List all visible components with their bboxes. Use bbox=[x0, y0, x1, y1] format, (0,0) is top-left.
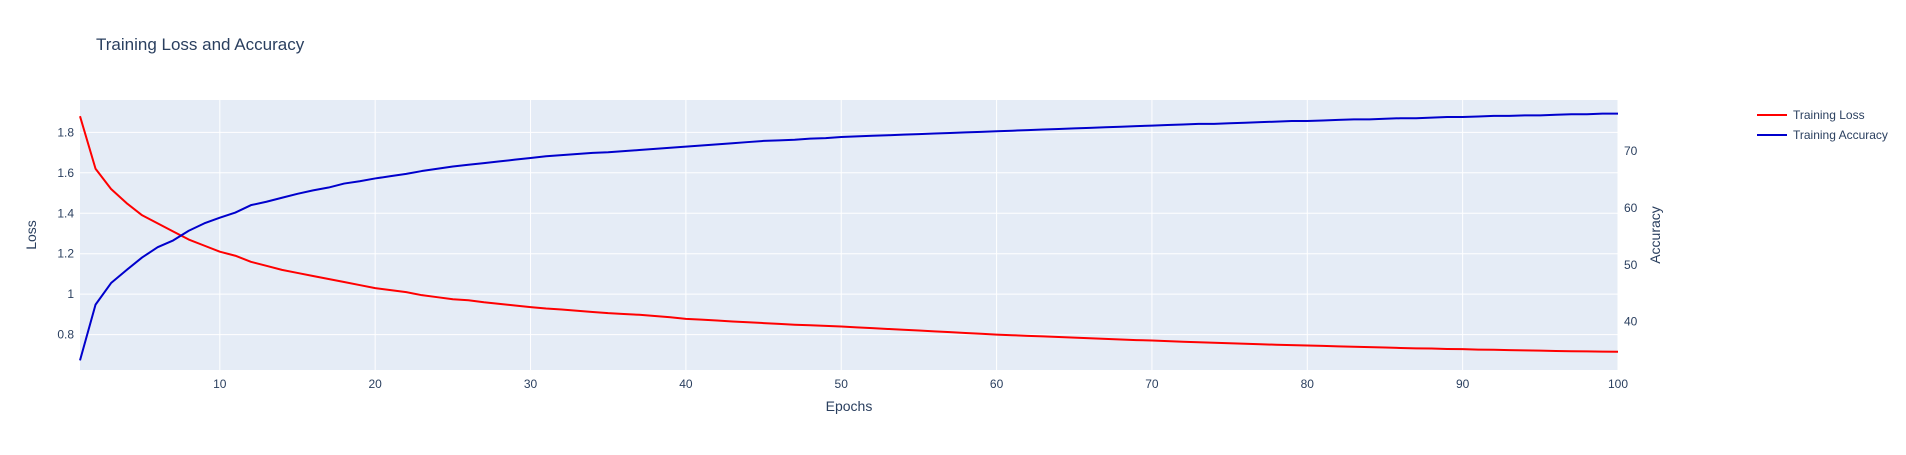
x-tick-labels: 10 20 30 40 50 60 70 80 90 100 bbox=[213, 377, 1628, 391]
series-line-training-accuracy bbox=[79, 112, 1618, 361]
y-tick-label: 1 bbox=[67, 287, 74, 301]
legend-label-training-accuracy: Training Accuracy bbox=[1793, 128, 1888, 142]
y2-axis-label: Accuracy bbox=[1647, 206, 1663, 264]
plot-background bbox=[80, 100, 1618, 370]
x-tick-label: 40 bbox=[679, 377, 693, 391]
y-tick-label: 1.8 bbox=[57, 125, 74, 139]
x-tick-label: 80 bbox=[1301, 377, 1315, 391]
x-tick-label: 70 bbox=[1145, 377, 1159, 391]
x-tick-label: 100 bbox=[1608, 377, 1628, 391]
y-tick-label: 0.8 bbox=[57, 328, 74, 342]
x-tick-label: 60 bbox=[990, 377, 1004, 391]
y-tick-label: 1.4 bbox=[57, 206, 74, 220]
y2-tick-label: 70 bbox=[1624, 144, 1638, 158]
y2-tick-labels: 40 50 60 70 bbox=[1624, 144, 1638, 329]
y-axis-label: Loss bbox=[23, 220, 39, 250]
x-tick-label: 20 bbox=[368, 377, 382, 391]
x-tick-label: 30 bbox=[524, 377, 538, 391]
y-tick-label: 1.6 bbox=[57, 166, 74, 180]
chart-title: Training Loss and Accuracy bbox=[96, 35, 305, 54]
series-layer bbox=[79, 112, 1619, 361]
legend: Training Loss Training Accuracy bbox=[1757, 108, 1888, 142]
x-tick-label: 10 bbox=[213, 377, 227, 391]
y2-tick-label: 40 bbox=[1624, 315, 1638, 329]
y2-tick-label: 50 bbox=[1624, 258, 1638, 272]
y-tick-label: 1.2 bbox=[57, 247, 74, 261]
x-gridlines bbox=[219, 100, 1619, 370]
x-axis-label: Epochs bbox=[826, 398, 873, 414]
x-tick-label: 50 bbox=[835, 377, 849, 391]
legend-label-training-loss: Training Loss bbox=[1793, 108, 1865, 122]
x-tick-label: 90 bbox=[1456, 377, 1470, 391]
y-tick-labels: 0.8 1 1.2 1.4 1.6 1.8 bbox=[57, 125, 74, 341]
series-line-training-loss bbox=[79, 115, 1619, 353]
y-gridlines bbox=[80, 131, 1618, 336]
y2-tick-label: 60 bbox=[1624, 201, 1638, 215]
